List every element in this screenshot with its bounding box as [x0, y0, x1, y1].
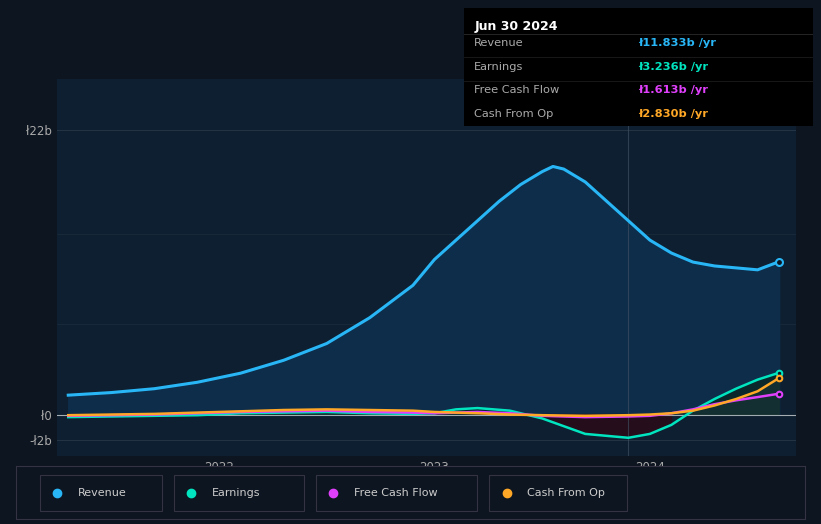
Text: Past: Past [769, 98, 794, 111]
FancyBboxPatch shape [316, 475, 478, 511]
FancyBboxPatch shape [40, 475, 163, 511]
Text: ł3.236b /yr: ł3.236b /yr [639, 62, 709, 72]
Text: Cash From Op: Cash From Op [527, 487, 605, 498]
Text: Free Cash Flow: Free Cash Flow [354, 487, 438, 498]
Text: Cash From Op: Cash From Op [475, 109, 553, 119]
Text: Free Cash Flow: Free Cash Flow [475, 85, 560, 95]
Text: Jun 30 2024: Jun 30 2024 [475, 19, 557, 32]
Text: ł1.613b /yr: ł1.613b /yr [639, 85, 709, 95]
Text: Revenue: Revenue [475, 38, 524, 48]
Text: Revenue: Revenue [78, 487, 126, 498]
Text: Earnings: Earnings [475, 62, 524, 72]
Text: Earnings: Earnings [212, 487, 260, 498]
FancyBboxPatch shape [174, 475, 304, 511]
Text: ł2.830b /yr: ł2.830b /yr [639, 109, 709, 119]
Text: ł11.833b /yr: ł11.833b /yr [639, 38, 717, 48]
FancyBboxPatch shape [489, 475, 627, 511]
